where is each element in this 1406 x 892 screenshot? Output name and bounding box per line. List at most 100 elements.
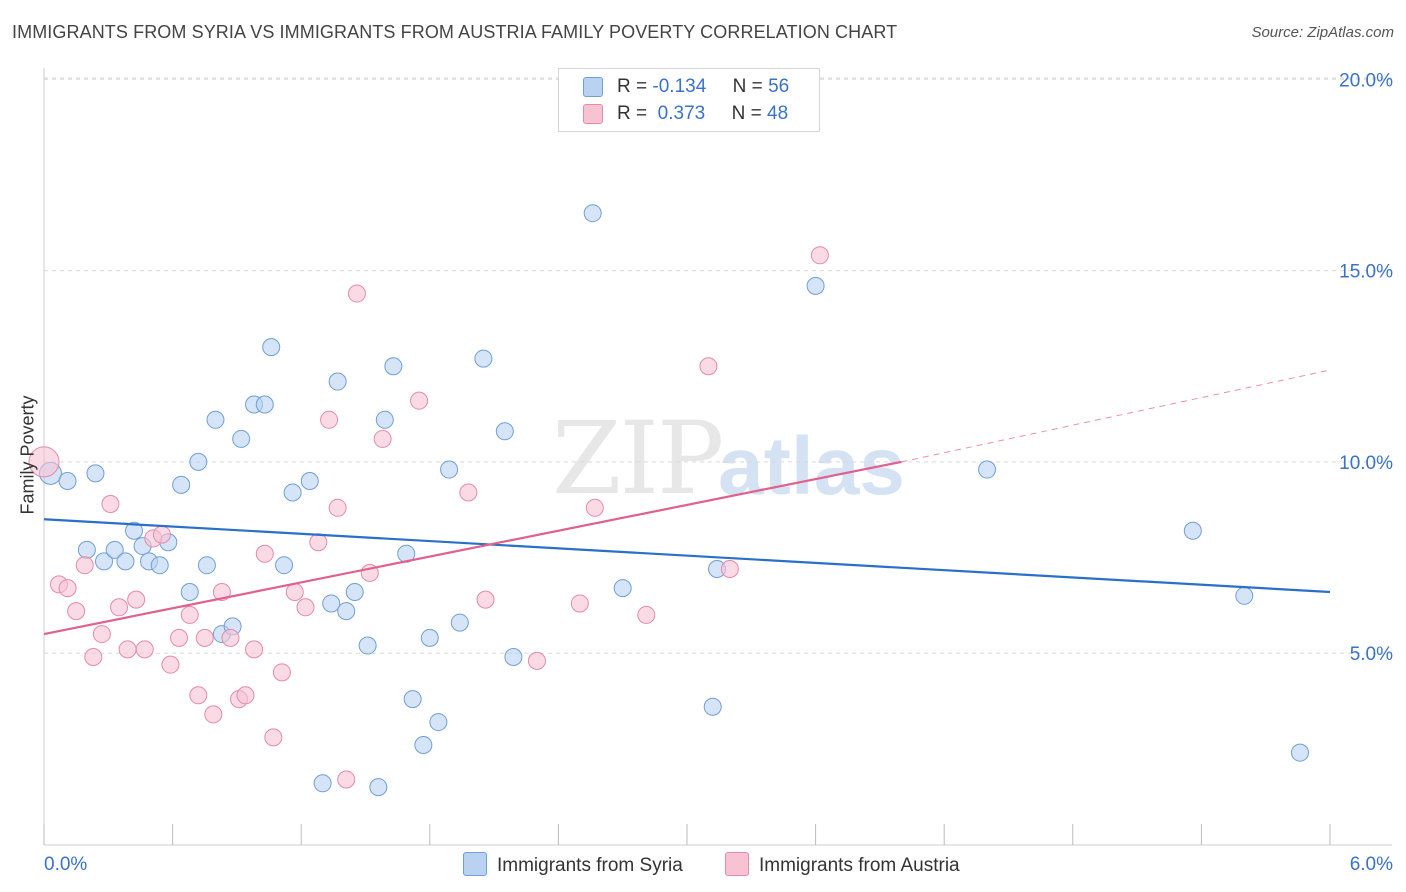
- point-austria: [236, 686, 255, 705]
- point-austria: [127, 590, 146, 609]
- point-austria: [118, 640, 137, 659]
- point-austria: [476, 590, 495, 609]
- point-austria: [221, 628, 240, 647]
- point-austria: [110, 598, 129, 617]
- legend-r-value-syria: -0.134: [652, 76, 707, 97]
- point-syria: [703, 697, 722, 716]
- point-syria: [77, 540, 96, 559]
- point-austria: [245, 640, 264, 659]
- point-syria: [613, 579, 632, 598]
- point-austria: [264, 728, 283, 747]
- watermark-zip: ZIP: [552, 400, 724, 517]
- point-austria: [320, 410, 339, 429]
- legend-n-value-syria: 56: [768, 76, 790, 97]
- point-austria: [204, 705, 223, 724]
- point-austria: [410, 391, 429, 410]
- point-syria: [172, 475, 191, 494]
- point-syria: [150, 556, 169, 575]
- point-syria: [495, 422, 514, 441]
- point-austria: [810, 246, 829, 265]
- point-syria: [206, 410, 225, 429]
- stats-legend: R = -0.134 N = 56 R = 0.373 N = 48: [558, 68, 820, 132]
- point-austria: [285, 582, 304, 601]
- point-austria: [101, 494, 120, 513]
- point-austria: [75, 556, 94, 575]
- point-austria: [84, 648, 103, 667]
- point-syria: [197, 556, 216, 575]
- trend-line-austria: [43, 460, 902, 636]
- point-syria: [262, 338, 281, 357]
- point-syria: [1290, 743, 1309, 762]
- point-austria: [337, 770, 356, 789]
- bottom-legend-swatch-syria: [463, 852, 487, 876]
- point-austria: [212, 582, 231, 601]
- point-austria: [92, 625, 111, 644]
- point-syria: [58, 472, 77, 491]
- point-austria: [699, 357, 718, 376]
- legend-r-value-austria: 0.373: [657, 103, 706, 124]
- point-austria: [161, 655, 180, 674]
- bottom-legend-syria: Immigrants from Syria: [463, 852, 683, 877]
- point-syria: [403, 690, 422, 709]
- point-syria: [1183, 521, 1202, 540]
- point-syria: [440, 460, 459, 479]
- point-austria: [309, 533, 328, 552]
- point-syria: [337, 602, 356, 621]
- point-syria: [474, 349, 493, 368]
- point-syria: [180, 582, 199, 601]
- point-syria: [86, 464, 105, 483]
- point-austria: [180, 605, 199, 624]
- x-tick-label: 6.0%: [1350, 854, 1393, 875]
- bottom-legend-label-austria: Immigrants from Austria: [759, 855, 960, 876]
- point-austria: [328, 498, 347, 517]
- legend-n-label: N =: [731, 103, 762, 124]
- point-syria: [583, 204, 602, 223]
- legend-n-label: N =: [732, 76, 763, 97]
- point-austria: [152, 525, 171, 544]
- point-austria: [135, 640, 154, 659]
- point-austria: [585, 498, 604, 517]
- point-syria: [232, 429, 251, 448]
- point-syria: [1235, 586, 1254, 605]
- legend-swatch-austria: [583, 104, 603, 124]
- legend-swatch-syria: [583, 77, 603, 97]
- point-syria: [95, 552, 114, 571]
- point-austria: [170, 628, 189, 647]
- y-tick-label: 10.0%: [1339, 453, 1393, 474]
- point-syria: [275, 556, 294, 575]
- point-austria: [347, 284, 366, 303]
- y-tick-label: 5.0%: [1350, 644, 1393, 665]
- point-syria: [414, 736, 433, 755]
- bottom-legend-label-syria: Immigrants from Syria: [497, 855, 683, 876]
- bottom-legend-swatch-austria: [725, 852, 749, 876]
- point-austria: [296, 598, 315, 617]
- point-austria: [67, 602, 86, 621]
- legend-r-label: R =: [617, 76, 648, 97]
- y-tick-label: 20.0%: [1339, 70, 1393, 91]
- bottom-legend-austria: Immigrants from Austria: [725, 852, 960, 877]
- point-syria: [283, 483, 302, 502]
- point-syria: [450, 613, 469, 632]
- point-austria: [570, 594, 589, 613]
- point-syria: [504, 648, 523, 667]
- point-syria: [125, 521, 144, 540]
- point-austria: [459, 483, 478, 502]
- x-tick-label: 0.0%: [44, 854, 87, 875]
- point-austria: [720, 560, 739, 579]
- source-label: Source: ZipAtlas.com: [1251, 24, 1394, 41]
- point-syria: [369, 778, 388, 797]
- point-syria: [189, 452, 208, 471]
- point-austria: [58, 579, 77, 598]
- point-syria: [429, 713, 448, 732]
- point-syria: [420, 628, 439, 647]
- point-austria: [527, 651, 546, 670]
- trend-line-dashed-austria: [901, 369, 1331, 463]
- point-syria: [328, 372, 347, 391]
- point-austria: [189, 686, 208, 705]
- legend-r-label: R =: [617, 103, 648, 124]
- point-syria: [978, 460, 997, 479]
- point-austria: [272, 663, 291, 682]
- point-austria: [637, 605, 656, 624]
- point-syria: [806, 276, 825, 295]
